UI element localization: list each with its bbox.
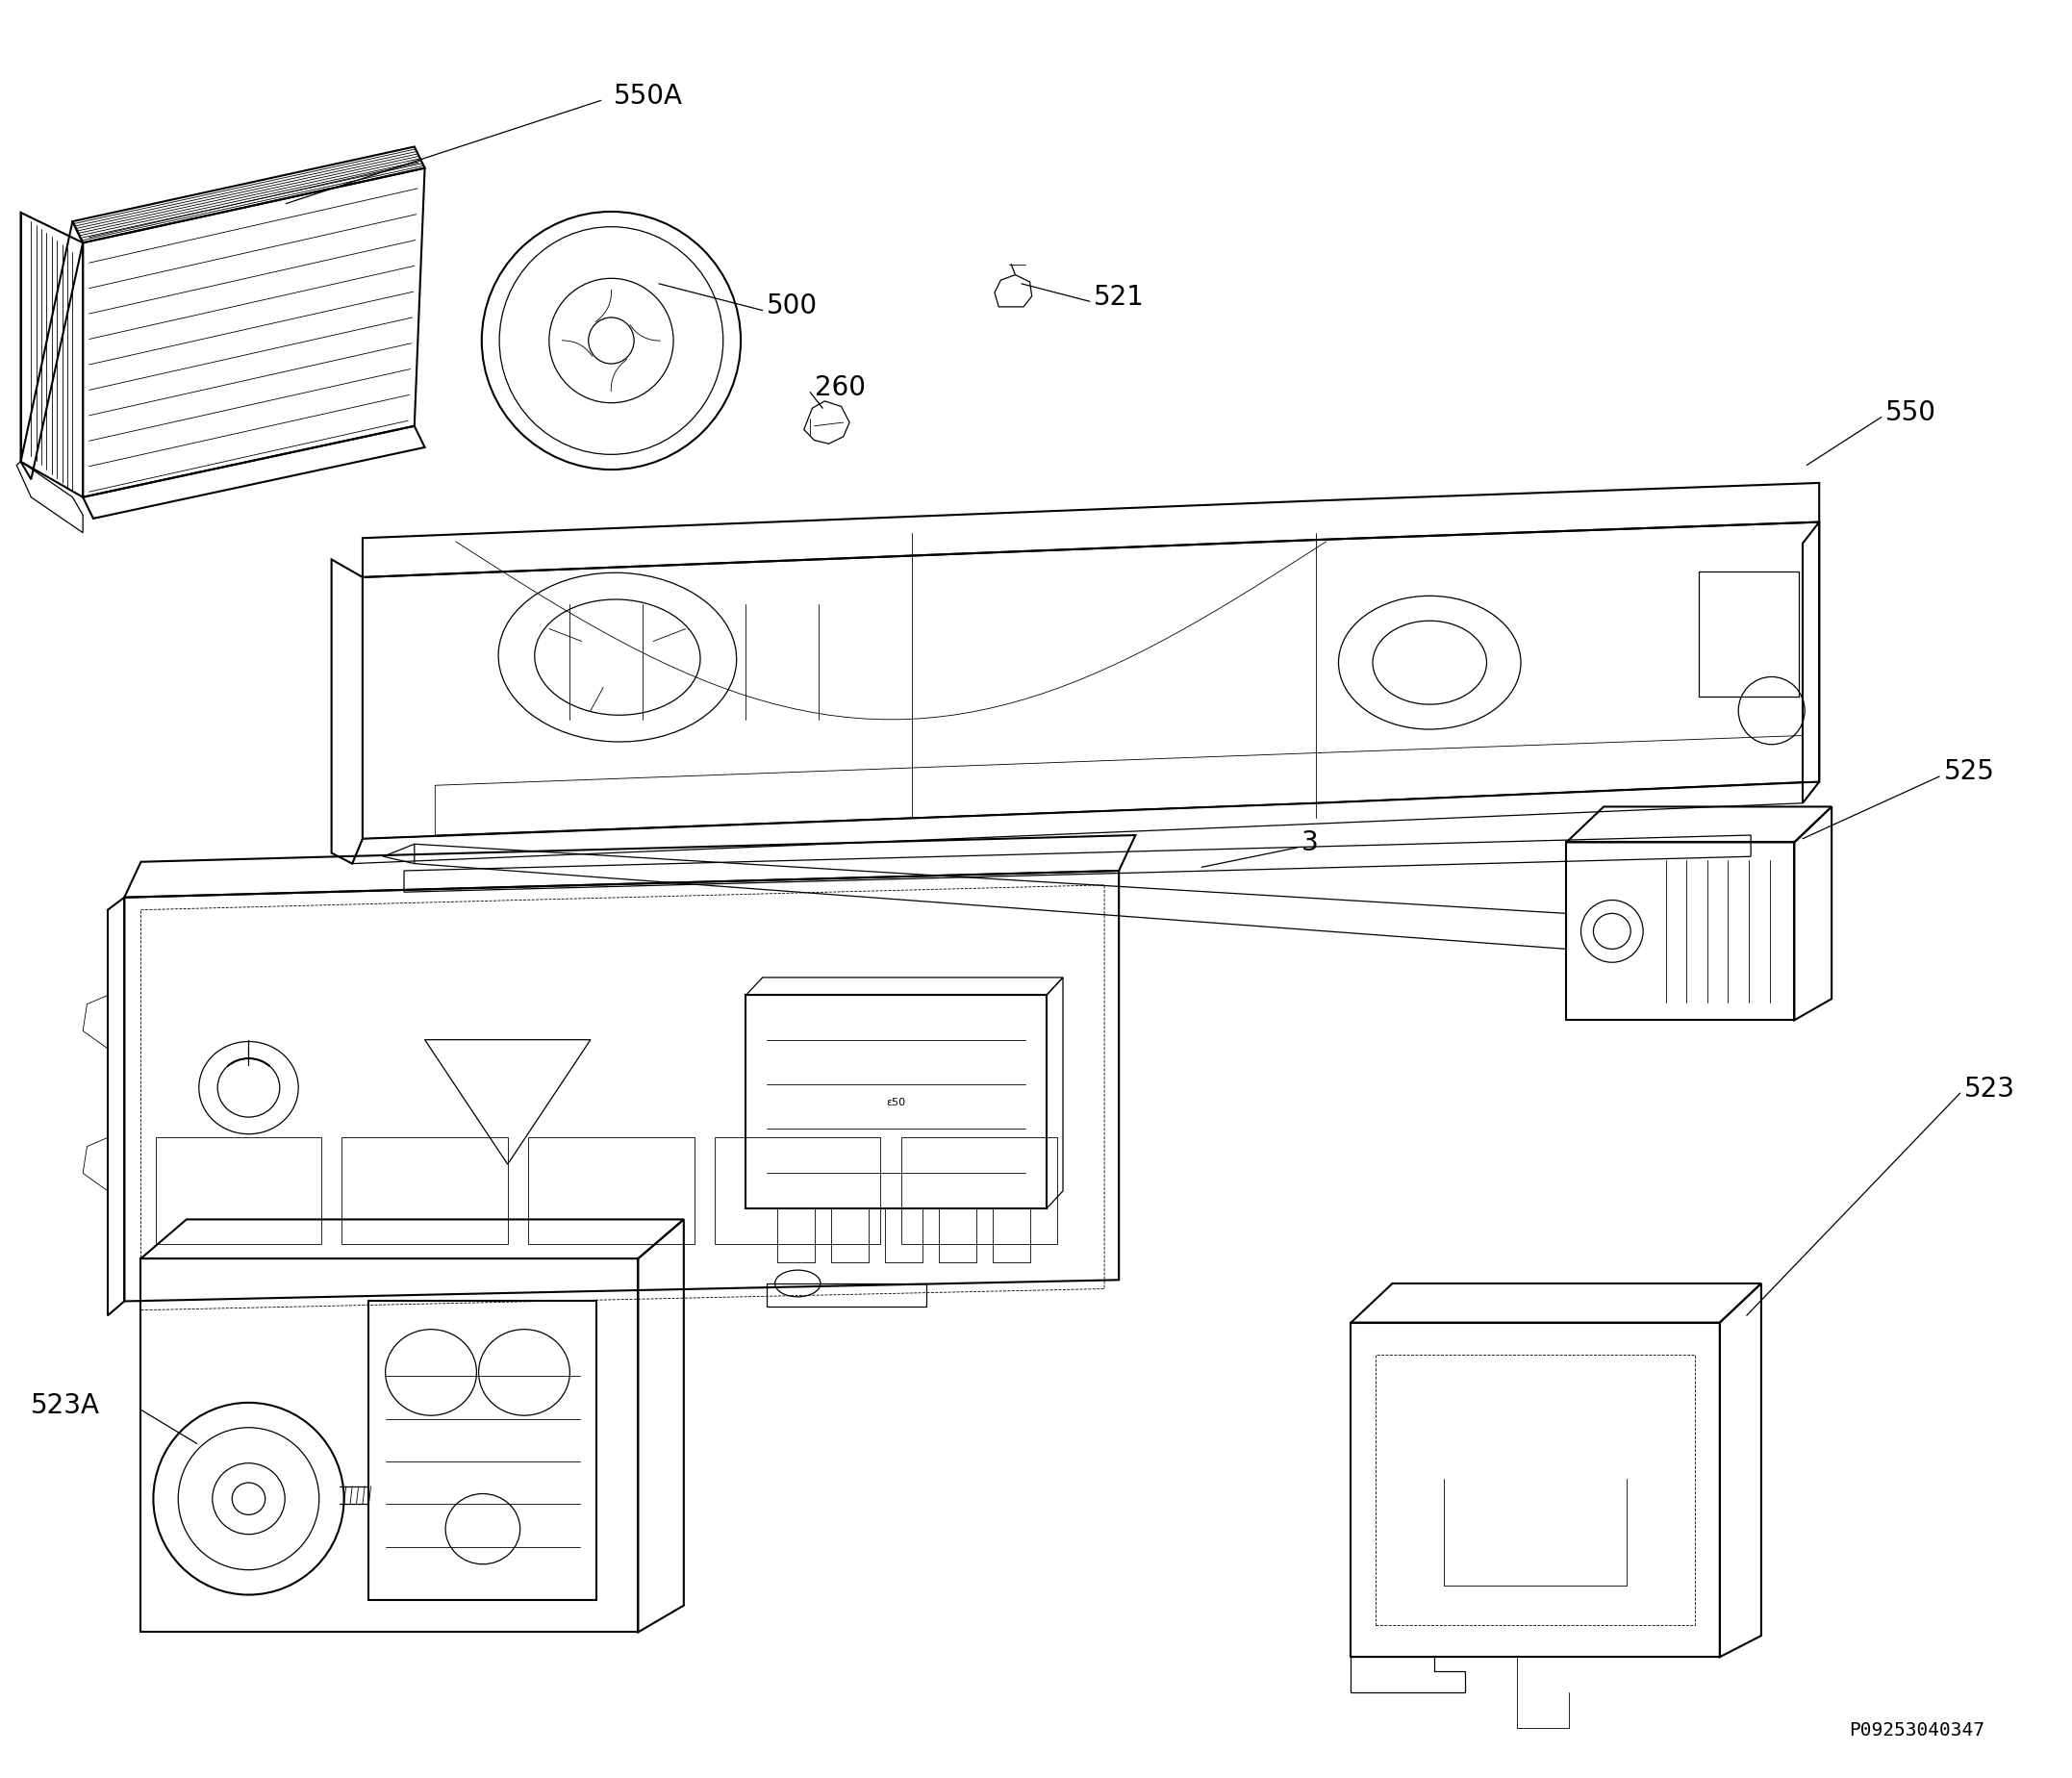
Text: 523: 523 bbox=[1964, 1074, 2016, 1102]
Bar bbox=[369, 1301, 597, 1600]
Bar bbox=[939, 1209, 976, 1262]
Text: 523A: 523A bbox=[31, 1390, 99, 1419]
Text: ε50: ε50 bbox=[887, 1097, 905, 1108]
Bar bbox=[901, 1138, 1057, 1245]
Text: 525: 525 bbox=[1944, 757, 1995, 786]
Bar bbox=[746, 996, 1046, 1209]
Text: 521: 521 bbox=[1094, 283, 1146, 311]
Bar bbox=[1351, 1323, 1720, 1657]
Bar bbox=[831, 1209, 868, 1262]
Bar bbox=[715, 1138, 881, 1245]
Bar bbox=[342, 1138, 508, 1245]
Bar bbox=[1699, 573, 1798, 697]
Bar bbox=[885, 1209, 922, 1262]
Bar bbox=[992, 1209, 1030, 1262]
Bar bbox=[777, 1209, 814, 1262]
Text: 550A: 550A bbox=[613, 82, 682, 110]
Text: 550: 550 bbox=[1886, 398, 1937, 427]
Bar bbox=[155, 1138, 321, 1245]
Text: 260: 260 bbox=[814, 373, 866, 402]
Bar bbox=[528, 1138, 694, 1245]
Text: 500: 500 bbox=[767, 292, 818, 320]
Text: P09253040347: P09253040347 bbox=[1850, 1721, 1985, 1739]
Bar bbox=[1566, 843, 1794, 1021]
Text: 3: 3 bbox=[1301, 829, 1318, 857]
